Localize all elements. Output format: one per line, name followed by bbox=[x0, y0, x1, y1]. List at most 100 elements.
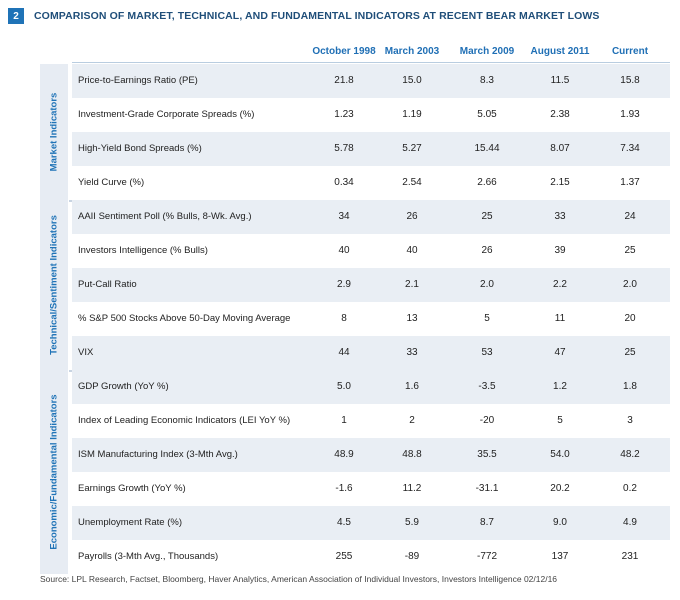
indicator-label: ISM Manufacturing Index (3-Mth Avg.) bbox=[78, 449, 238, 460]
value-cell: 8 bbox=[341, 313, 347, 324]
value-cell: 1.19 bbox=[402, 109, 422, 120]
value-cell: 48.2 bbox=[620, 449, 640, 460]
value-cell: 5.78 bbox=[334, 143, 354, 154]
indicator-label: VIX bbox=[78, 347, 94, 358]
value-cell: 8.3 bbox=[480, 75, 494, 86]
group-side-band: Market Indicators bbox=[40, 64, 69, 200]
value-cell: 11.5 bbox=[550, 75, 570, 86]
value-cell: 2.15 bbox=[550, 177, 570, 188]
table-row: ISM Manufacturing Index (3-Mth Avg.) 48.9… bbox=[72, 438, 670, 472]
table-row: Investors Intelligence (% Bulls) 40 40 26 39… bbox=[72, 234, 670, 268]
value-cell: 3 bbox=[627, 415, 633, 426]
table-row: Investment-Grade Corporate Spreads (%) 1.… bbox=[72, 98, 670, 132]
group-label: Market Indicators bbox=[48, 92, 60, 172]
table-row: AAII Sentiment Poll (% Bulls, 8-Wk. Avg.… bbox=[72, 200, 670, 234]
column-header: Current bbox=[611, 46, 649, 57]
value-cell: 0.34 bbox=[334, 177, 354, 188]
value-cell: 25 bbox=[624, 245, 636, 256]
value-cell: 15.0 bbox=[402, 75, 422, 86]
group-side-band: Economic/Fundamental Indicators bbox=[40, 370, 69, 574]
column-header: March 2009 bbox=[459, 46, 515, 57]
value-cell: 44 bbox=[338, 347, 350, 358]
value-cell: 11 bbox=[554, 313, 566, 324]
table-row: Price-to-Earnings Ratio (PE) 21.8 15.0 8.3 1… bbox=[72, 64, 670, 98]
value-cell: -3.5 bbox=[478, 381, 496, 392]
indicator-group: Economic/Fundamental Indicators GDP Growt… bbox=[40, 370, 670, 574]
value-cell: 2.9 bbox=[337, 279, 351, 290]
value-cell: 5.05 bbox=[477, 109, 497, 120]
value-cell: 33 bbox=[554, 211, 566, 222]
group-label: Technical/Sentiment Indicators bbox=[48, 215, 60, 355]
value-cell: 255 bbox=[335, 551, 353, 562]
value-cell: -89 bbox=[404, 551, 420, 562]
table-row: % S&P 500 Stocks Above 50-Day Moving Ave… bbox=[72, 302, 670, 336]
value-cell: -1.6 bbox=[335, 483, 353, 494]
value-cell: 48.9 bbox=[334, 449, 354, 460]
value-cell: 35.5 bbox=[477, 449, 497, 460]
value-cell: 20.2 bbox=[550, 483, 570, 494]
value-cell: 25 bbox=[481, 211, 493, 222]
value-cell: 2.2 bbox=[553, 279, 567, 290]
value-cell: 5.27 bbox=[402, 143, 422, 154]
value-cell: 5.9 bbox=[405, 517, 419, 528]
value-cell: 2.0 bbox=[623, 279, 637, 290]
value-cell: 40 bbox=[406, 245, 418, 256]
value-cell: 1.6 bbox=[405, 381, 419, 392]
indicator-label: % S&P 500 Stocks Above 50-Day Moving Ave… bbox=[78, 313, 291, 324]
indicator-label: Earnings Growth (YoY %) bbox=[78, 483, 186, 494]
column-header: October 1998 bbox=[312, 46, 376, 57]
value-cell: 15.44 bbox=[474, 143, 500, 154]
value-cell: 2.66 bbox=[477, 177, 497, 188]
figure-number-badge: 2 bbox=[8, 8, 24, 24]
value-cell: 40 bbox=[338, 245, 350, 256]
value-cell: 5 bbox=[484, 313, 490, 324]
table-row: Payrolls (3-Mth Avg., Thousands) 255 -89 -7… bbox=[72, 540, 670, 574]
value-cell: 2.54 bbox=[402, 177, 422, 188]
value-cell: 2.1 bbox=[405, 279, 419, 290]
figure-title: COMPARISON OF MARKET, TECHNICAL, AND FUN… bbox=[34, 10, 600, 22]
value-cell: 9.0 bbox=[553, 517, 567, 528]
indicator-label: Payrolls (3-Mth Avg., Thousands) bbox=[78, 551, 219, 562]
value-cell: 2.38 bbox=[550, 109, 570, 120]
value-cell: 5 bbox=[557, 415, 563, 426]
value-cell: 4.9 bbox=[623, 517, 637, 528]
group-side-band: Technical/Sentiment Indicators bbox=[40, 200, 69, 370]
source-note: Source: LPL Research, Factset, Bloomberg… bbox=[40, 574, 558, 584]
value-cell: 8.07 bbox=[550, 143, 570, 154]
table-row: High-Yield Bond Spreads (%) 5.78 5.27 15.44… bbox=[72, 132, 670, 166]
value-cell: 15.8 bbox=[620, 75, 640, 86]
table-row: Earnings Growth (YoY %) -1.6 11.2 -31.1 20.2… bbox=[72, 472, 670, 506]
value-cell: 11.2 bbox=[402, 483, 422, 494]
indicator-group: Market Indicators Price-to-Earnings Ratio… bbox=[40, 64, 670, 200]
value-cell: 24 bbox=[624, 211, 636, 222]
value-cell: 13 bbox=[406, 313, 418, 324]
column-header: August 2011 bbox=[530, 46, 590, 57]
indicator-group: Technical/Sentiment Indicators AAII Senti… bbox=[40, 200, 670, 370]
indicator-label: GDP Growth (YoY %) bbox=[78, 381, 169, 392]
value-cell: 2 bbox=[409, 415, 415, 426]
value-cell: 7.34 bbox=[620, 143, 640, 154]
value-cell: 137 bbox=[551, 551, 569, 562]
value-cell: 34 bbox=[338, 211, 350, 222]
value-cell: 231 bbox=[621, 551, 639, 562]
value-cell: 33 bbox=[406, 347, 418, 358]
table-row: Index of Leading Economic Indicators (LE… bbox=[72, 404, 670, 438]
value-cell: -31.1 bbox=[475, 483, 499, 494]
value-cell: 1.8 bbox=[623, 381, 637, 392]
value-cell: 1.37 bbox=[620, 177, 640, 188]
group-label: Economic/Fundamental Indicators bbox=[48, 394, 60, 550]
indicator-label: High-Yield Bond Spreads (%) bbox=[78, 143, 202, 154]
table-row: Yield Curve (%) 0.34 2.54 2.66 2.15 1.37 bbox=[72, 166, 670, 200]
value-cell: -772 bbox=[476, 551, 497, 562]
value-cell: 47 bbox=[554, 347, 566, 358]
value-cell: 1 bbox=[341, 415, 347, 426]
figure-title-bar: 2 COMPARISON OF MARKET, TECHNICAL, AND F… bbox=[8, 8, 599, 24]
table-row: VIX 44 33 53 47 25 bbox=[72, 336, 670, 370]
value-cell: 20 bbox=[624, 313, 636, 324]
value-cell: 53 bbox=[481, 347, 493, 358]
indicator-label: AAII Sentiment Poll (% Bulls, 8-Wk. Avg.… bbox=[78, 211, 252, 222]
value-cell: 26 bbox=[406, 211, 418, 222]
value-cell: 54.0 bbox=[550, 449, 570, 460]
value-cell: 21.8 bbox=[334, 75, 354, 86]
indicator-label: Investment-Grade Corporate Spreads (%) bbox=[78, 109, 255, 120]
